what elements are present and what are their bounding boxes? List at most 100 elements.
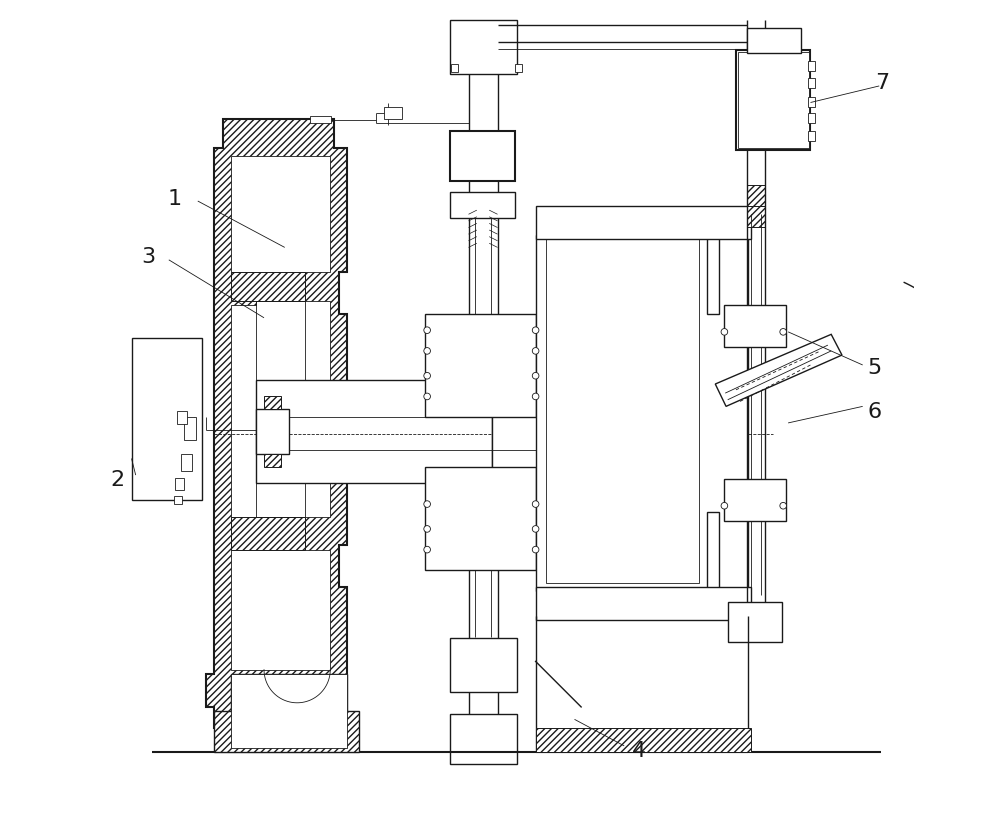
Circle shape [532,394,539,400]
Bar [747,207,765,227]
Bar [427,314,448,418]
Bar [517,467,537,571]
Circle shape [424,394,430,400]
Bar [808,114,815,124]
Bar [264,455,281,467]
Bar [454,665,513,688]
Circle shape [721,329,728,336]
Bar [740,58,806,74]
Bar [728,484,782,500]
Bar [454,740,513,761]
Bar [231,517,305,550]
Bar [450,132,515,182]
Circle shape [780,329,786,336]
Bar [427,467,448,571]
Bar [450,638,517,692]
Bar [808,79,815,88]
Bar [447,476,517,562]
Circle shape [532,348,539,355]
Circle shape [424,373,430,380]
Bar [732,602,777,620]
Bar [132,339,202,500]
Bar [728,327,782,343]
Bar [747,29,801,54]
Bar [231,674,347,748]
Text: 3: 3 [141,246,155,266]
Circle shape [532,501,539,508]
Bar [808,132,815,142]
Bar [450,193,515,219]
Bar [310,117,331,124]
Polygon shape [206,120,347,728]
Circle shape [532,526,539,533]
Bar [231,273,305,302]
Polygon shape [536,236,748,591]
Bar [454,21,513,45]
Bar [384,108,402,120]
Circle shape [424,501,430,508]
Circle shape [424,526,430,533]
Circle shape [532,327,539,334]
Bar [515,65,522,73]
Text: 5: 5 [867,358,881,378]
Bar [536,591,751,616]
Polygon shape [715,335,842,407]
Bar [740,112,806,129]
Bar [747,186,765,207]
Bar [740,131,806,147]
Bar [536,587,751,620]
Polygon shape [231,157,330,670]
Bar [256,380,492,405]
Bar [732,620,777,638]
Bar [517,314,537,418]
Bar [740,94,806,111]
Bar [181,455,192,471]
Text: 2: 2 [110,470,125,490]
Bar [447,323,517,409]
Bar [536,728,751,753]
Bar [425,467,536,571]
Bar [454,643,513,666]
Circle shape [532,547,539,553]
Circle shape [532,373,539,380]
Bar [492,380,707,405]
Bar [174,496,182,504]
Bar [728,310,782,327]
Circle shape [780,503,786,509]
Bar [454,136,511,157]
Bar [177,411,187,424]
Bar [425,314,536,418]
Bar [492,380,707,484]
Bar [454,45,513,70]
Bar [728,602,782,642]
Bar [454,157,511,178]
Bar [736,51,810,151]
Bar [450,21,517,74]
Circle shape [424,327,430,334]
Bar [728,500,782,517]
Bar [454,719,513,740]
Bar [748,31,798,51]
Text: 7: 7 [875,73,890,93]
Bar [724,480,786,521]
Circle shape [424,348,430,355]
Bar [808,98,815,108]
Bar [808,62,815,72]
Bar [256,380,492,484]
Bar [724,306,786,347]
Text: 4: 4 [632,740,646,760]
Bar [492,459,707,484]
Bar [256,459,492,484]
Polygon shape [214,674,359,753]
Bar [536,211,751,236]
Bar [264,397,281,409]
Bar [738,53,809,149]
Bar [740,76,806,93]
Bar [175,478,184,490]
Bar [546,240,699,583]
Bar [256,409,289,455]
Bar [455,197,509,215]
Bar [451,65,458,73]
Circle shape [721,503,728,509]
Bar [536,207,751,240]
